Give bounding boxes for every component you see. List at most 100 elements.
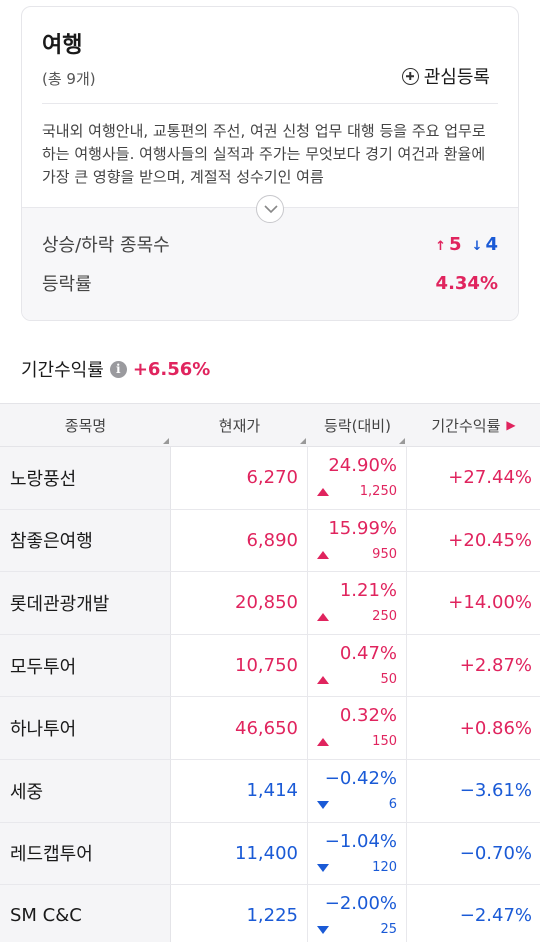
period-return-cell: −3.61% <box>459 780 532 802</box>
stock-name[interactable]: 참좋은여행 <box>0 509 171 572</box>
triangle-up-icon <box>317 613 329 622</box>
current-price: 20,850 <box>171 572 308 634</box>
stock-table: 종목명 현재가 등락(대비) 기간수익률 ▶ 노랑풍선 6,270 24.90% 1,… <box>0 403 540 942</box>
stock-count: (총 9개) <box>42 70 96 88</box>
stock-name[interactable]: 롯데관광개발 <box>0 572 171 634</box>
table-header: 종목명 현재가 등락(대비) 기간수익률 ▶ <box>0 403 540 447</box>
table-body: 노랑풍선 6,270 24.90% 1,250 +27.44% 참좋은여행 6,890 15.… <box>0 447 540 942</box>
change-amount: 120 <box>372 859 397 875</box>
triangle-down-icon <box>317 863 329 872</box>
change-percent: −2.00% <box>324 893 397 915</box>
change-cell: −2.00% 25 <box>308 885 407 942</box>
stock-name[interactable]: 세중 <box>0 759 171 822</box>
change-cell: −0.42% 6 <box>308 759 407 822</box>
plus-circle-icon <box>401 67 419 85</box>
theme-title: 여행 <box>42 33 83 58</box>
column-header-price[interactable]: 현재가 <box>171 404 308 446</box>
period-return-cell: −2.47% <box>459 905 532 927</box>
period-return-cell: +20.45% <box>448 529 532 551</box>
change-percent: −0.42% <box>324 767 397 789</box>
triangle-down-icon <box>317 926 329 935</box>
updown-values: ↑ 5 ↓ 4 <box>435 234 498 255</box>
change-amount: 150 <box>372 734 397 750</box>
add-watchlist-button[interactable]: 관심등록 <box>401 63 490 89</box>
column-header-name[interactable]: 종목명 <box>0 404 171 446</box>
rate-row: 등락률 4.34% <box>42 270 498 296</box>
change-percent: −1.04% <box>324 830 397 852</box>
period-return-value: +6.56% <box>132 358 211 380</box>
change-cell: 1.21% 250 <box>308 572 407 634</box>
rate-label: 등락률 <box>42 274 92 295</box>
updown-count-row: 상승/하락 종목수 ↑ 5 ↓ 4 <box>42 231 498 257</box>
change-cell: 24.90% 1,250 <box>308 447 407 509</box>
add-watchlist-label: 관심등록 <box>423 67 490 88</box>
triangle-up-icon <box>317 550 329 559</box>
table-row[interactable]: 모두투어 10,750 0.47% 50 +2.87% <box>0 634 540 698</box>
change-amount: 950 <box>372 546 397 562</box>
play-arrow-icon: ▶ <box>506 418 516 432</box>
down-count: ↓ 4 <box>471 233 498 255</box>
period-return-cell: −0.70% <box>459 842 532 864</box>
change-amount: 250 <box>372 609 397 625</box>
triangle-up-icon <box>317 675 329 684</box>
column-header-period-return[interactable]: 기간수익률 ▶ <box>431 416 516 435</box>
theme-summary-card: 여행 (총 9개) 관심등록 국내외 여행안내, 교통편의 주선, 여권 신청 … <box>21 6 519 321</box>
triangle-down-icon <box>317 800 329 809</box>
triangle-up-icon <box>317 738 329 747</box>
change-amount: 50 <box>380 671 397 687</box>
change-cell: 0.47% 50 <box>308 634 407 697</box>
period-return-cell: +14.00% <box>448 592 532 614</box>
period-return-cell: +27.44% <box>448 467 532 489</box>
current-price: 6,270 <box>171 447 308 509</box>
change-percent: 24.90% <box>328 455 397 476</box>
table-row[interactable]: SM C&C 1,225 −2.00% 25 −2.47% <box>0 885 540 942</box>
column-header-change[interactable]: 등락(대비) <box>308 404 407 446</box>
table-row[interactable]: 롯데관광개발 20,850 1.21% 250 +14.00% <box>0 572 540 635</box>
chevron-down-icon <box>264 205 278 214</box>
arrow-up-icon: ↑ <box>435 238 447 254</box>
arrow-down-icon: ↓ <box>471 238 483 254</box>
period-return-label: 기간수익률 <box>21 360 104 381</box>
change-amount: 25 <box>380 922 397 938</box>
change-percent: 0.47% <box>339 642 397 664</box>
period-return: 기간수익률 i +6.56% <box>21 356 210 382</box>
change-cell: 0.32% 150 <box>308 697 407 759</box>
updown-label: 상승/하락 종목수 <box>42 235 170 256</box>
table-row[interactable]: 노랑풍선 6,270 24.90% 1,250 +27.44% <box>0 447 540 510</box>
change-percent: 0.32% <box>339 705 397 727</box>
current-price: 1,225 <box>171 885 308 942</box>
sort-indicator-icon <box>399 438 405 444</box>
expand-description-button[interactable] <box>256 195 284 223</box>
change-percent: 15.99% <box>328 517 397 539</box>
stock-name[interactable]: SM C&C <box>0 885 171 942</box>
stats-panel <box>22 208 518 320</box>
change-percent: 1.21% <box>339 580 397 602</box>
table-row[interactable]: 세중 1,414 −0.42% 6 −3.61% <box>0 759 540 823</box>
rate-value: 4.34% <box>435 272 498 294</box>
theme-description: 국내외 여행안내, 교통편의 주선, 여권 신청 업무 대행 등을 주요 업무로… <box>42 122 486 186</box>
change-cell: −1.04% 120 <box>308 822 407 885</box>
change-amount: 1,250 <box>359 484 397 499</box>
current-price: 46,650 <box>171 697 308 759</box>
up-count: ↑ 5 <box>435 233 462 255</box>
sort-indicator-icon <box>163 438 169 444</box>
info-icon[interactable]: i <box>109 360 127 378</box>
current-price: 10,750 <box>171 634 308 697</box>
divider <box>42 103 498 104</box>
sort-indicator-icon <box>300 438 306 444</box>
current-price: 11,400 <box>171 822 308 885</box>
table-row[interactable]: 하나투어 46,650 0.32% 150 +0.86% <box>0 697 540 760</box>
table-row[interactable]: 레드캡투어 11,400 −1.04% 120 −0.70% <box>0 822 540 886</box>
period-return-cell: +0.86% <box>459 717 532 739</box>
table-row[interactable]: 참좋은여행 6,890 15.99% 950 +20.45% <box>0 509 540 573</box>
stock-name[interactable]: 하나투어 <box>0 697 171 759</box>
stock-name[interactable]: 레드캡투어 <box>0 822 171 885</box>
change-amount: 6 <box>388 796 397 812</box>
period-return-cell: +2.87% <box>459 655 532 677</box>
triangle-up-icon <box>317 488 329 496</box>
stock-name[interactable]: 노랑풍선 <box>0 447 171 509</box>
change-cell: 15.99% 950 <box>308 509 407 572</box>
current-price: 6,890 <box>171 509 308 572</box>
current-price: 1,414 <box>171 759 308 822</box>
stock-name[interactable]: 모두투어 <box>0 634 171 697</box>
